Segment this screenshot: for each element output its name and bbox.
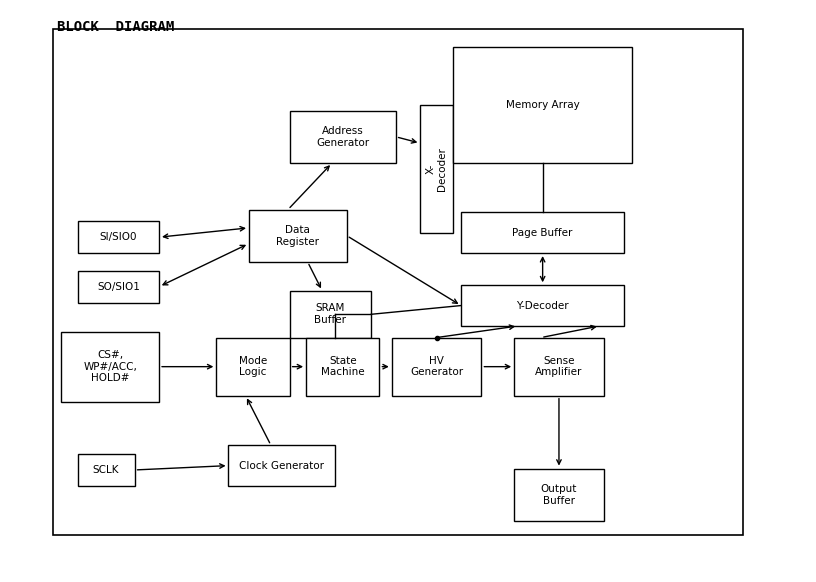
Text: State
Machine: State Machine	[321, 356, 365, 378]
FancyBboxPatch shape	[453, 47, 632, 163]
Text: Y-Decoder: Y-Decoder	[517, 300, 569, 311]
Text: SI/SIO0: SI/SIO0	[100, 232, 137, 242]
Text: Clock Generator: Clock Generator	[239, 460, 324, 471]
FancyBboxPatch shape	[514, 338, 604, 396]
FancyBboxPatch shape	[420, 105, 453, 233]
FancyBboxPatch shape	[78, 454, 135, 486]
Text: CS#,
WP#/ACC,
HOLD#: CS#, WP#/ACC, HOLD#	[83, 350, 137, 384]
FancyBboxPatch shape	[392, 338, 481, 396]
FancyBboxPatch shape	[461, 212, 624, 253]
Text: BLOCK  DIAGRAM: BLOCK DIAGRAM	[57, 20, 175, 34]
Text: Mode
Logic: Mode Logic	[239, 356, 267, 378]
FancyBboxPatch shape	[228, 445, 335, 486]
Text: Output
Buffer: Output Buffer	[541, 484, 577, 506]
Text: X-
Decoder: X- Decoder	[426, 147, 447, 191]
FancyBboxPatch shape	[216, 338, 290, 396]
Text: SRAM
Buffer: SRAM Buffer	[314, 303, 347, 325]
Text: Page Buffer: Page Buffer	[512, 228, 573, 238]
Text: SCLK: SCLK	[93, 465, 119, 475]
Text: Address
Generator: Address Generator	[316, 126, 370, 148]
Text: SO/SIO1: SO/SIO1	[97, 282, 140, 292]
FancyBboxPatch shape	[306, 338, 379, 396]
FancyBboxPatch shape	[53, 29, 743, 535]
Text: Sense
Amplifier: Sense Amplifier	[535, 356, 583, 378]
FancyBboxPatch shape	[290, 291, 371, 338]
FancyBboxPatch shape	[514, 469, 604, 521]
Text: HV
Generator: HV Generator	[410, 356, 463, 378]
FancyBboxPatch shape	[61, 332, 159, 402]
FancyBboxPatch shape	[78, 271, 159, 303]
Text: Data
Register: Data Register	[277, 225, 319, 247]
FancyBboxPatch shape	[290, 111, 396, 163]
Text: Memory Array: Memory Array	[506, 100, 579, 110]
FancyBboxPatch shape	[249, 210, 347, 262]
FancyBboxPatch shape	[78, 221, 159, 253]
FancyBboxPatch shape	[461, 285, 624, 326]
